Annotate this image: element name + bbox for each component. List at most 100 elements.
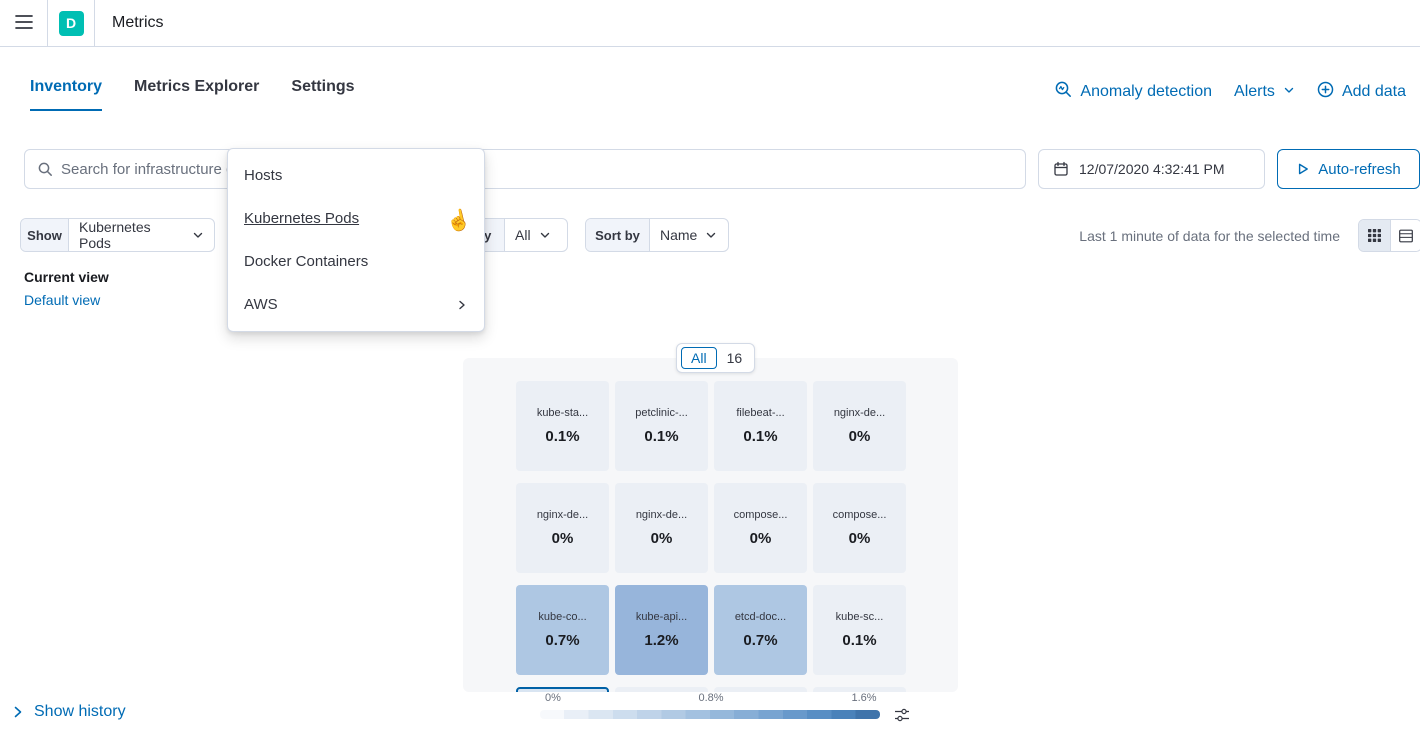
calendar-icon bbox=[1053, 161, 1069, 177]
tile-name: petclinic-... bbox=[635, 407, 688, 419]
current-view-label: Current view bbox=[24, 269, 109, 285]
waffle-tile[interactable]: compose... 0% bbox=[813, 483, 906, 573]
menu-item-label: AWS bbox=[244, 296, 278, 313]
tile-value: 0.1% bbox=[842, 632, 877, 649]
legend-tick: 1.6% bbox=[851, 692, 877, 704]
auto-refresh-button[interactable]: Auto-refresh bbox=[1277, 149, 1420, 189]
group-name-button[interactable]: All bbox=[681, 347, 717, 369]
waffle-map: kube-sta... 0.1% petclinic-... 0.1% filebeat… bbox=[463, 358, 958, 692]
tile-value: 0% bbox=[551, 530, 574, 547]
add-data-button[interactable]: Add data bbox=[1317, 81, 1406, 103]
data-range-note: Last 1 minute of data for the selected t… bbox=[1079, 228, 1340, 244]
menu-item-label: Kubernetes Pods bbox=[244, 210, 360, 227]
search-input[interactable] bbox=[61, 160, 1013, 178]
group-by-value: All bbox=[515, 227, 531, 243]
table-view-button[interactable] bbox=[1390, 220, 1420, 251]
tile-value: 0.7% bbox=[545, 632, 580, 649]
group-count: 16 bbox=[726, 350, 743, 366]
tile-name: nginx-de... bbox=[536, 509, 589, 521]
waffle-tile[interactable]: nginx-de... 0% bbox=[615, 483, 708, 573]
tile-name: etcd-doc... bbox=[734, 611, 787, 623]
waffle-tile-partial[interactable] bbox=[714, 687, 807, 692]
waffle-tile[interactable]: nginx-de... 0% bbox=[516, 483, 609, 573]
legend-gradient-bar[interactable] bbox=[540, 710, 880, 719]
anomaly-detection-icon bbox=[1054, 80, 1072, 103]
tile-value: 1.2% bbox=[644, 632, 679, 649]
page-title: Metrics bbox=[112, 14, 164, 31]
map-view-button[interactable] bbox=[1359, 220, 1390, 251]
tile-value: 0.7% bbox=[743, 632, 778, 649]
tab-settings[interactable]: Settings bbox=[291, 78, 355, 95]
waffle-tile[interactable]: compose... 0% bbox=[714, 483, 807, 573]
menu-item-label: Docker Containers bbox=[244, 253, 369, 270]
waffle-tile-partial[interactable] bbox=[516, 687, 609, 692]
date-picker[interactable]: 12/07/2020 4:32:41 PM bbox=[1038, 149, 1265, 189]
tile-name: kube-api... bbox=[635, 611, 688, 623]
group-by-dropdown[interactable]: All bbox=[505, 219, 567, 251]
waffle-tile[interactable]: petclinic-... 0.1% bbox=[615, 381, 708, 471]
datetime-value: 12/07/2020 4:32:41 PM bbox=[1079, 161, 1225, 177]
show-filter-control: Show Kubernetes Pods bbox=[20, 218, 215, 252]
tab-inventory[interactable]: Inventory bbox=[30, 78, 103, 111]
tile-name: filebeat-... bbox=[736, 407, 785, 419]
chevron-right-icon bbox=[456, 299, 468, 311]
group-badge: All 16 bbox=[676, 343, 756, 373]
table-view-icon bbox=[1399, 229, 1413, 243]
tile-value: 0.1% bbox=[743, 428, 778, 445]
app-tabs: Inventory Metrics Explorer Settings bbox=[30, 78, 355, 111]
show-filter-label: Show bbox=[21, 219, 69, 251]
show-history-button[interactable]: Show history bbox=[12, 703, 126, 721]
play-icon bbox=[1296, 162, 1310, 176]
menu-item-docker-containers[interactable]: Docker Containers bbox=[228, 240, 484, 283]
hamburger-menu-button[interactable] bbox=[0, 0, 48, 46]
current-view-link[interactable]: Default view bbox=[24, 292, 101, 308]
show-history-label: Show history bbox=[34, 703, 126, 720]
chevron-down-icon bbox=[1283, 83, 1295, 101]
search-icon bbox=[37, 161, 53, 177]
view-toggle-group bbox=[1358, 219, 1420, 252]
auto-refresh-label: Auto-refresh bbox=[1318, 160, 1401, 178]
tile-name: nginx-de... bbox=[833, 407, 886, 419]
tile-value: 0% bbox=[650, 530, 673, 547]
waffle-tile[interactable]: filebeat-... 0.1% bbox=[714, 381, 807, 471]
menu-item-hosts[interactable]: Hosts bbox=[228, 154, 484, 197]
waffle-tile-partial[interactable] bbox=[615, 687, 708, 692]
plus-circle-icon bbox=[1317, 81, 1334, 103]
sort-by-dropdown[interactable]: Name bbox=[650, 219, 728, 251]
tile-value: 0% bbox=[848, 530, 871, 547]
tile-value: 0.1% bbox=[644, 428, 679, 445]
chevron-down-icon bbox=[192, 229, 204, 241]
tile-name: compose... bbox=[832, 509, 887, 521]
add-data-label: Add data bbox=[1341, 82, 1406, 100]
tile-name: kube-sta... bbox=[536, 407, 589, 419]
waffle-tile[interactable]: kube-sc... 0.1% bbox=[813, 585, 906, 675]
alerts-label: Alerts bbox=[1234, 82, 1275, 100]
waffle-tile[interactable]: etcd-doc... 0.7% bbox=[714, 585, 807, 675]
search-bar bbox=[24, 149, 1026, 189]
anomaly-detection-button[interactable]: Anomaly detection bbox=[1054, 80, 1212, 103]
anomaly-detection-label: Anomaly detection bbox=[1080, 82, 1213, 100]
hamburger-icon bbox=[14, 14, 33, 32]
legend-settings-icon[interactable] bbox=[894, 707, 910, 728]
waffle-tile[interactable]: nginx-de... 0% bbox=[813, 381, 906, 471]
tile-name: kube-co... bbox=[538, 611, 587, 623]
show-filter-dropdown[interactable]: Kubernetes Pods bbox=[69, 219, 214, 251]
tab-metrics-explorer[interactable]: Metrics Explorer bbox=[134, 78, 260, 95]
waffle-tile[interactable]: kube-sta... 0.1% bbox=[516, 381, 609, 471]
tile-name: kube-sc... bbox=[835, 611, 884, 623]
waffle-tile[interactable]: kube-api... 1.2% bbox=[615, 585, 708, 675]
waffle-tile[interactable]: kube-co... 0.7% bbox=[516, 585, 609, 675]
header-actions: Anomaly detection Alerts Add data bbox=[1054, 80, 1406, 103]
sort-by-control: Sort by Name bbox=[585, 218, 729, 252]
waffle-grid: kube-sta... 0.1% petclinic-... 0.1% filebeat… bbox=[516, 381, 906, 692]
space-avatar[interactable]: D bbox=[58, 10, 84, 36]
legend-tick: 0.8% bbox=[698, 692, 724, 704]
top-bar: D Metrics bbox=[0, 0, 1420, 47]
menu-item-aws[interactable]: AWS bbox=[228, 283, 484, 326]
menu-item-kubernetes-pods[interactable]: Kubernetes Pods bbox=[228, 197, 484, 240]
show-options-menu: Hosts Kubernetes Pods Docker Containers … bbox=[227, 148, 485, 332]
alerts-menu-button[interactable]: Alerts bbox=[1234, 83, 1295, 101]
tile-name: compose... bbox=[733, 509, 788, 521]
waffle-tile-partial[interactable] bbox=[813, 687, 906, 692]
